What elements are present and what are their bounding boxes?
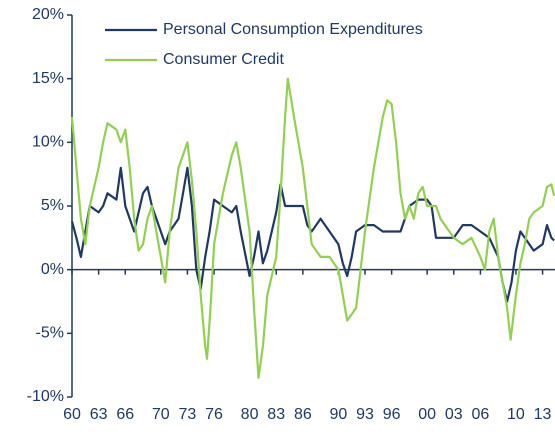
y-tick-label: -5% bbox=[36, 325, 64, 342]
x-tick-label: 60 bbox=[63, 406, 81, 423]
x-tick-label: 96 bbox=[383, 406, 401, 423]
x-tick-label: 80 bbox=[241, 406, 259, 423]
x-tick-label: 00 bbox=[418, 406, 436, 423]
x-tick-label: 63 bbox=[90, 406, 108, 423]
y-tick-label: 15% bbox=[32, 70, 64, 87]
y-tick-label: 0% bbox=[41, 261, 64, 278]
x-tick-label: 90 bbox=[329, 406, 347, 423]
series-line bbox=[70, 166, 555, 303]
x-tick-label: 66 bbox=[116, 406, 134, 423]
x-tick-label: 03 bbox=[445, 406, 463, 423]
x-tick-label: 06 bbox=[472, 406, 490, 423]
x-tick-label: 76 bbox=[205, 406, 223, 423]
series-line bbox=[70, 77, 555, 379]
x-tick-label: 86 bbox=[294, 406, 312, 423]
x-tick-label: 13 bbox=[534, 406, 552, 423]
legend-label: Consumer Credit bbox=[163, 51, 284, 68]
x-tick-label: 70 bbox=[152, 406, 170, 423]
x-tick-label: 93 bbox=[356, 406, 374, 423]
x-tick-label: 83 bbox=[267, 406, 285, 423]
y-tick-label: -10% bbox=[27, 388, 64, 405]
y-tick-label: 20% bbox=[32, 6, 64, 23]
y-tick-label: 5% bbox=[41, 197, 64, 214]
x-tick-label: 73 bbox=[179, 406, 197, 423]
y-tick-label: 10% bbox=[32, 134, 64, 151]
x-tick-label: 10 bbox=[507, 406, 525, 423]
legend-label: Personal Consumption Expenditures bbox=[163, 21, 423, 38]
